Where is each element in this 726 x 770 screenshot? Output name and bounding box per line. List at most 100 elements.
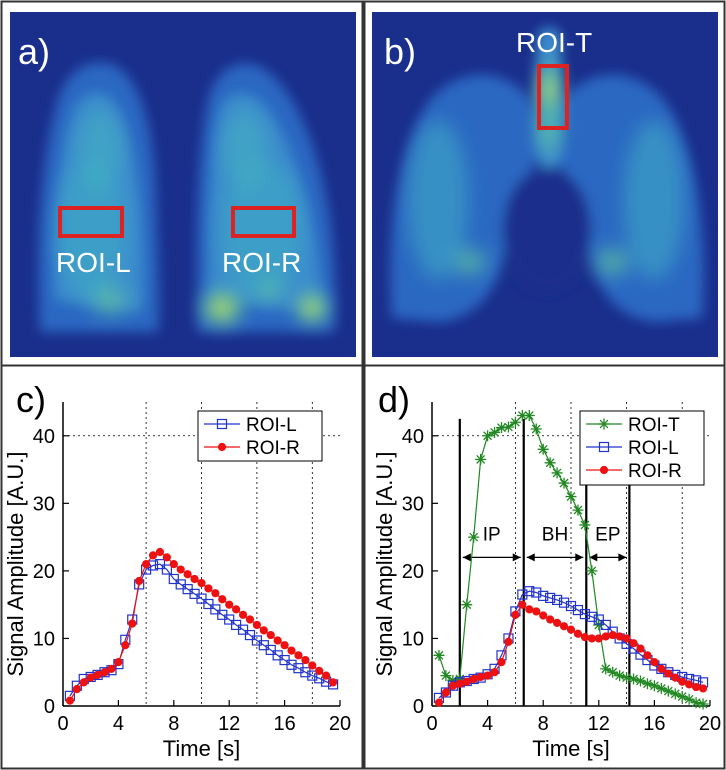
data-point [516,410,528,422]
data-point [580,632,590,642]
data-point [252,620,261,630]
data-point [190,574,199,584]
lung-image-a [10,12,356,357]
data-point [553,618,562,628]
legend-marker [598,418,610,430]
data-point [162,553,171,562]
data-point [698,684,708,693]
data-point [635,675,646,687]
data-point [608,630,617,640]
data-point [593,619,605,631]
data-point [690,697,702,709]
data-point [572,504,584,516]
data-point [551,467,563,479]
phase-arrow-head-right [512,553,521,562]
data-point [462,677,471,686]
data-point [441,688,450,697]
data-point [586,611,597,622]
phase-arrow-head-left [589,553,598,562]
data-point [148,551,158,560]
series-roi-r [434,600,708,707]
data-point [573,629,583,638]
phase-label: IP [483,524,501,545]
y-tick-label: 30 [33,493,55,515]
data-point [448,681,457,690]
series-roi-t [433,410,709,710]
data-point [664,669,673,678]
panel-frame-c [0,364,364,770]
data-point [135,576,144,586]
data-point [433,649,445,661]
x-tick-label: 20 [329,713,351,735]
data-point [169,560,178,569]
data-point [517,589,528,600]
data-point [266,630,275,640]
data-point [232,605,241,614]
data-point [650,657,659,667]
x-tick-label: 8 [168,713,179,735]
data-point [307,670,318,681]
data-point [565,491,577,503]
data-point [685,680,694,689]
data-point [244,629,256,641]
data-point [678,677,687,686]
legend-label: ROI-R [246,438,300,459]
data-point [161,564,172,575]
chart-d: 0 4 8 12 16 20 0 10 20 30 40 Time [s] Signal Amplitu… [372,402,721,761]
roi-r-label: ROI-R [222,247,301,278]
data-point [600,619,611,631]
data-point [482,430,494,442]
data-point [287,646,296,655]
y-tick-label: 40 [33,426,55,448]
panel-label-b: b) [384,31,416,72]
roi-l-box [58,206,124,238]
data-point [524,586,535,597]
data-point [72,685,81,694]
data-point [286,659,297,670]
data-point [523,410,535,422]
lung-image-b [372,12,718,357]
data-point [440,687,451,698]
series-roi-l [433,586,709,703]
data-point [683,693,695,705]
roi-t-label: ROI-T [516,27,592,58]
phase-arrow-head-right [575,553,584,562]
data-point [259,626,268,635]
data-point [434,698,444,707]
data-point [455,679,464,688]
data-point [538,590,549,601]
data-point [315,666,324,675]
data-point [539,611,548,620]
data-point [518,600,527,609]
panel-label-d: d) [378,379,410,420]
data-point [511,610,520,619]
data-point [322,671,331,680]
data-point [641,678,653,690]
data-point [128,619,137,628]
x-tick-label: 16 [643,713,665,735]
y-tick-label: 10 [402,628,424,650]
data-point [643,651,652,660]
data-point [697,698,709,710]
data-point [622,634,631,643]
data-point [183,570,192,579]
data-point [530,423,542,435]
data-point [79,678,88,687]
data-point [525,605,534,614]
data-point [615,632,624,641]
data-point [204,584,213,593]
roi-t-box [537,64,569,130]
x-tick-label: 12 [588,713,610,735]
data-point [238,610,248,619]
panel-frame-d [363,364,726,770]
data-point [225,600,234,609]
data-point [273,636,282,645]
data-point [551,594,563,606]
data-point [657,664,666,673]
data-point [483,671,492,680]
legend-label: ROI-R [628,461,682,482]
data-point [218,595,227,604]
y-axis-title: Signal Amplitude [A.U.] [372,451,397,676]
data-point [100,668,109,677]
